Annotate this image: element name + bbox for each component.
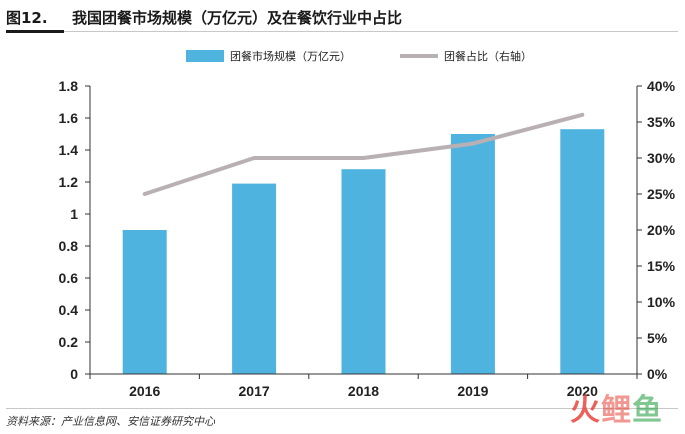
- right-tick-label: 5%: [647, 330, 668, 346]
- right-tick-label: 15%: [647, 258, 676, 274]
- figure-label: 图12.: [6, 9, 48, 27]
- legend-label-bar: 团餐市场规模（万亿元）: [230, 49, 351, 63]
- left-tick-label: 0.6: [59, 270, 79, 286]
- left-tick-label: 0: [70, 366, 78, 382]
- chart-title: 我国团餐市场规模（万亿元）及在餐饮行业中占比: [72, 9, 403, 27]
- x-tick-label: 2017: [239, 383, 270, 399]
- left-tick-label: 1.6: [59, 110, 79, 126]
- left-tick-label: 0.2: [59, 334, 79, 350]
- right-tick-label: 40%: [647, 78, 676, 94]
- chart-header: 图12. 我国团餐市场规模（万亿元）及在餐饮行业中占比: [6, 4, 678, 30]
- title-divider-accent: [6, 30, 64, 33]
- bar: [560, 129, 605, 374]
- series-line: [142, 112, 585, 196]
- left-tick-label: 1.2: [59, 174, 79, 190]
- title-divider: [6, 31, 678, 32]
- watermark-char-1: 火: [570, 393, 601, 428]
- legend-swatch-bar: [186, 50, 224, 62]
- right-tick-label: 0%: [647, 366, 668, 382]
- x-tick-label: 2019: [457, 383, 488, 399]
- x-tick-label: 2016: [129, 383, 160, 399]
- chart-canvas: 团餐市场规模（万亿元） 团餐占比（右轴） 0 0.2 0.4 0.6 0.8 1 1.2 1.4 1…: [59, 49, 676, 399]
- bar: [341, 169, 386, 374]
- right-tick-label: 25%: [647, 186, 676, 202]
- right-tick-label: 35%: [647, 114, 676, 130]
- watermark-char-3: 鱼: [632, 393, 663, 428]
- bar: [450, 134, 495, 374]
- x-tick-label: 2018: [348, 383, 379, 399]
- right-tick-label: 10%: [647, 294, 676, 310]
- legend-label-line: 团餐占比（右轴）: [444, 49, 532, 63]
- right-tick-label: 20%: [647, 222, 676, 238]
- left-tick-label: 1.8: [59, 78, 79, 94]
- bar: [232, 183, 277, 374]
- left-tick-label: 0.4: [59, 302, 79, 318]
- source-note: 资料来源：产业信息网、安信证券研究中心: [6, 415, 215, 428]
- x-tick-label: 2020: [567, 383, 598, 399]
- watermark-char-2: 鲤: [601, 393, 632, 428]
- watermark-logo: 火鲤鱼: [570, 385, 663, 429]
- source-divider: [6, 408, 678, 409]
- left-tick-label: 1.4: [59, 142, 79, 158]
- left-tick-label: 1: [70, 206, 78, 222]
- left-tick-label: 0.8: [59, 238, 79, 254]
- right-tick-label: 30%: [647, 150, 676, 166]
- bar: [122, 230, 167, 374]
